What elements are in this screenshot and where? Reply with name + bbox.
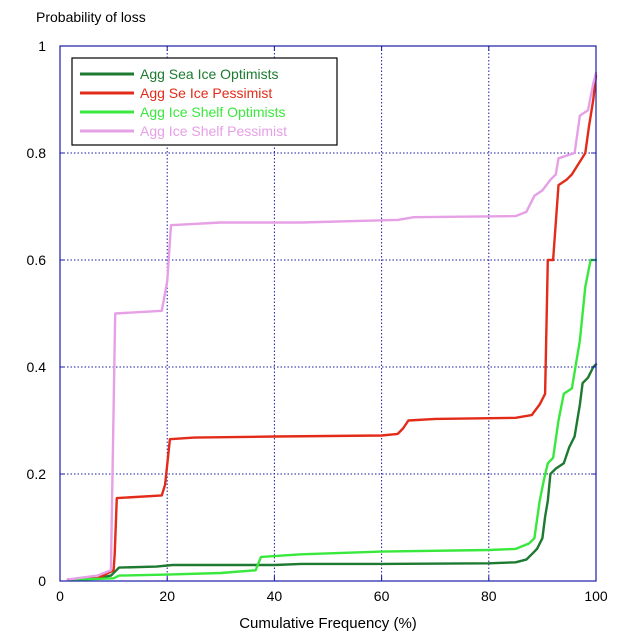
series-line <box>66 258 598 582</box>
y-axis-label: Probability of loss <box>36 9 146 25</box>
y-tick-label: 0.4 <box>27 359 47 375</box>
y-tick-label: 0.6 <box>27 252 47 268</box>
series-lines <box>66 71 598 582</box>
x-tick-label: 80 <box>481 588 497 604</box>
x-tick-label: 60 <box>374 588 390 604</box>
y-tick-label: 0.2 <box>27 466 47 482</box>
y-tick-label: 0 <box>38 573 46 589</box>
series-line <box>66 363 598 581</box>
axis-ticks: 0 20 40 60 80 100 0 0.2 0.4 0.6 0.8 1 <box>27 38 608 604</box>
plot-frame <box>59 45 597 582</box>
legend-label: Agg Ice Shelf Pessimist <box>140 123 287 139</box>
x-tick-label: 100 <box>584 588 608 604</box>
x-tick-label: 20 <box>159 588 175 604</box>
legend: Agg Sea Ice Optimists Agg Se Ice Pessimis… <box>71 57 338 146</box>
x-tick-label: 40 <box>267 588 283 604</box>
legend-label: Agg Se Ice Pessimist <box>140 85 272 101</box>
x-axis-label: Cumulative Frequency (%) <box>239 615 417 632</box>
y-tick-label: 1 <box>38 38 46 54</box>
legend-label: Agg Sea Ice Optimists <box>140 66 279 82</box>
grid-lines <box>60 46 596 581</box>
series-line <box>66 74 598 581</box>
legend-label: Agg Ice Shelf Optimists <box>140 104 286 120</box>
y-tick-label: 0.8 <box>27 145 47 161</box>
series-line <box>66 71 598 581</box>
x-tick-label: 0 <box>56 588 64 604</box>
